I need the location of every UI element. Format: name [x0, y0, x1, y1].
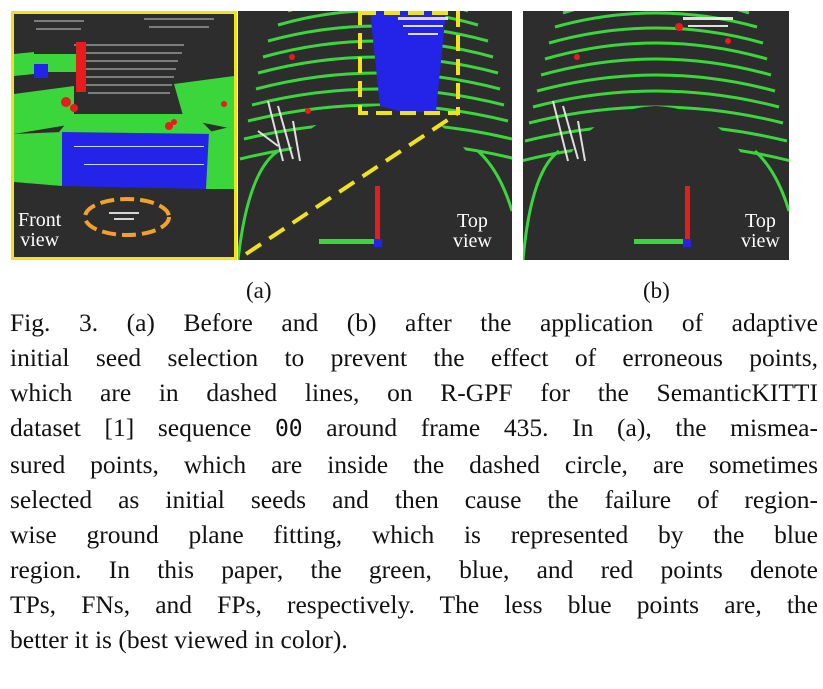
subfigure-label-a: (a): [246, 278, 272, 303]
front-view-panel: Front view: [11, 11, 237, 260]
top-view-a-pointcloud: [238, 11, 512, 260]
subfigure-label-b: (b): [643, 278, 670, 303]
caption-line: which are in dashed lines, on R-GPF for …: [10, 378, 818, 407]
caption-line: TPs, FNs, and FPs, respectively. The les…: [10, 590, 818, 619]
highlight-line: [244, 111, 460, 256]
caption-line: sured points, which are inside the dashe…: [10, 450, 818, 479]
top-view-a-label: Top view: [453, 210, 492, 252]
mismeasured-circle: [83, 197, 171, 237]
caption-line: wise ground plane fitting, which is repr…: [10, 520, 818, 549]
caption-line: selected as initial seeds and then cause…: [10, 485, 818, 514]
caption-line: better it is (best viewed in color).: [10, 625, 348, 654]
figure-caption: Fig. 3. (a) Before and (b) after the app…: [10, 305, 818, 657]
top-view-b-label: Top view: [741, 210, 780, 252]
top-view-b-pointcloud: [523, 11, 789, 260]
sequence-id: 00: [274, 416, 303, 442]
caption-line: initial seed selection to prevent the ef…: [10, 343, 818, 372]
top-view-b-panel: Top view: [523, 11, 789, 260]
caption-line: region. In this paper, the green, blue, …: [10, 555, 818, 584]
highlight-box: [358, 11, 460, 115]
caption-line: Fig. 3. (a) Before and (b) after the app…: [10, 308, 818, 337]
caption-line: dataset [1] sequence 00 around frame 435…: [10, 413, 818, 442]
top-view-a-panel: Top view: [238, 11, 512, 260]
front-view-pointcloud: [14, 18, 234, 237]
front-view-label: Front view: [18, 209, 62, 251]
